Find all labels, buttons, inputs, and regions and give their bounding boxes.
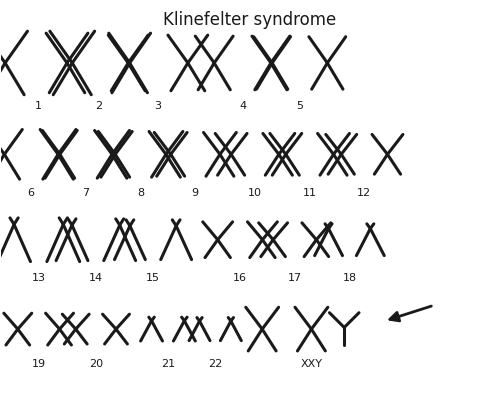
Text: 6: 6 <box>28 188 34 198</box>
Text: 17: 17 <box>288 274 302 284</box>
Text: 21: 21 <box>161 359 175 369</box>
Text: 20: 20 <box>89 359 103 369</box>
Text: 2: 2 <box>95 101 102 111</box>
Text: 10: 10 <box>248 188 262 198</box>
Text: 18: 18 <box>342 274 356 284</box>
Text: Klinefelter syndrome: Klinefelter syndrome <box>164 11 336 29</box>
Text: 5: 5 <box>296 101 303 111</box>
Text: 1: 1 <box>35 101 42 111</box>
Text: 3: 3 <box>154 101 162 111</box>
Text: XXY: XXY <box>300 359 322 369</box>
Text: 4: 4 <box>239 101 246 111</box>
Text: 14: 14 <box>89 274 103 284</box>
Text: 9: 9 <box>192 188 199 198</box>
Text: 19: 19 <box>32 359 46 369</box>
Text: 13: 13 <box>32 274 46 284</box>
Text: 11: 11 <box>302 188 316 198</box>
Text: 16: 16 <box>233 274 247 284</box>
Text: 8: 8 <box>137 188 144 198</box>
Text: 15: 15 <box>146 274 160 284</box>
Text: 22: 22 <box>208 359 222 369</box>
Text: 7: 7 <box>82 188 89 198</box>
Text: 12: 12 <box>358 188 372 198</box>
